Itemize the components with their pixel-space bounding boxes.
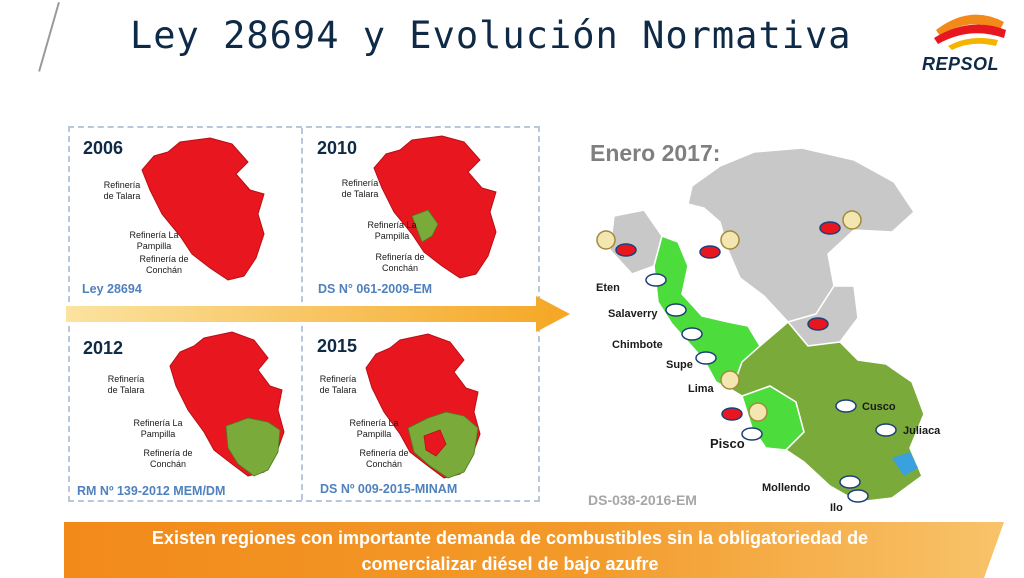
panel-source: DS Nº 009-2015-MINAM: [320, 482, 458, 496]
refinery-label: Refinería de Conchán: [375, 252, 425, 273]
peru-map-2010: [373, 135, 497, 279]
panel-source: RM Nº 139-2012 MEM/DM: [77, 484, 226, 498]
city-label: Ilo: [830, 502, 843, 514]
brand-name: REPSOL: [922, 54, 1000, 74]
refinery-label: Refinería de Conchán: [359, 448, 409, 469]
city-label: Eten: [596, 282, 620, 294]
city-label: Salaverry: [608, 308, 658, 320]
refinery-label: Refinería La Pampilla: [349, 418, 399, 439]
city-label: Chimbote: [612, 339, 663, 351]
panel-year: 2015: [317, 336, 358, 356]
peru-map-2017: [609, 147, 925, 503]
title-decoration: [38, 2, 60, 72]
peru-map-2012: [169, 331, 285, 477]
refinery-label: Refinería de Conchán: [139, 254, 189, 275]
bottom-banner: [64, 522, 1004, 578]
map-heading: Enero 2017:: [590, 140, 721, 166]
page-title: Ley 28694 y Evolución Normativa: [130, 14, 852, 57]
evolution-arrow: [66, 296, 570, 332]
city-label: Juliaca: [903, 425, 941, 437]
banner-message: Existen regiones con importante demanda …: [100, 525, 920, 577]
refinery-label: Refinería La Pampilla: [133, 418, 183, 439]
peru-map-2006: [141, 137, 265, 281]
banner-line: comercializar diésel de bajo azufre: [361, 554, 659, 574]
panel-source: Ley 28694: [82, 282, 142, 296]
panel-year: 2012: [83, 338, 124, 358]
peru-map-2015: [365, 333, 481, 479]
city-label: Cusco: [862, 401, 896, 413]
city-label: Supe: [666, 359, 693, 371]
banner-line: Existen regiones con importante demanda …: [151, 528, 869, 548]
map-source: DS-038-2016-EM: [588, 492, 697, 508]
refinery-label: Refinería de Talara: [319, 374, 357, 395]
repsol-logo: [934, 14, 1006, 50]
refinery-label: Refinería de Talara: [341, 178, 379, 199]
city-label: Mollendo: [762, 482, 811, 494]
refinery-label: Refinería de Conchán: [143, 448, 193, 469]
tank-icons: [596, 210, 897, 503]
panel-year: 2010: [317, 138, 358, 158]
refinery-label: Refinería de Talara: [103, 180, 141, 201]
panel-source: DS N° 061-2009-EM: [318, 282, 433, 296]
refinery-label: Refinería La Pampilla: [129, 230, 179, 251]
city-label: Pisco: [710, 436, 745, 451]
panel-year: 2006: [83, 138, 124, 158]
refinery-label: Refinería La Pampilla: [367, 220, 417, 241]
refinery-label: Refinería de Talara: [107, 374, 145, 395]
city-label: Lima: [688, 383, 714, 395]
